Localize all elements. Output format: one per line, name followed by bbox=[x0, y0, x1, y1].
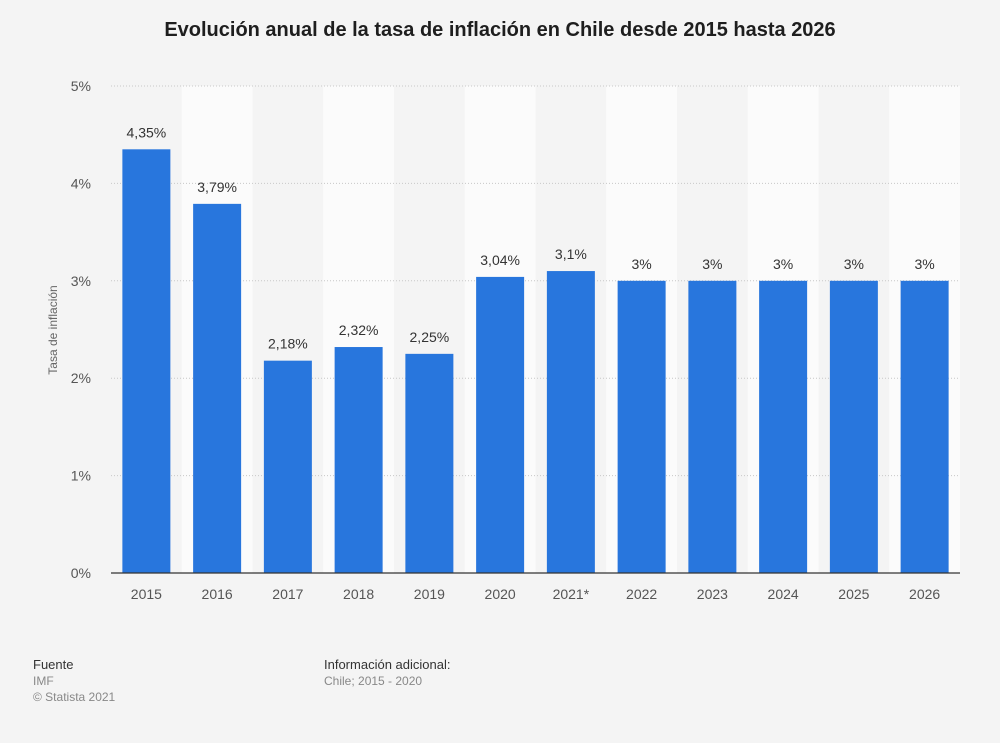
y-tick-label: 4% bbox=[71, 175, 91, 191]
x-tick-label: 2022 bbox=[626, 586, 657, 602]
x-axis: 2015 2016 2017 2018 2019 2020 2021* 2022 2023 202… bbox=[111, 572, 960, 602]
y-axis-title: Tasa de inflación bbox=[46, 285, 60, 374]
bar bbox=[476, 276, 525, 573]
x-tick-label: 2021* bbox=[553, 586, 590, 602]
bars bbox=[122, 149, 949, 573]
chart-title: Evolución anual de la tasa de inflación … bbox=[164, 19, 836, 41]
y-axis: 0% 1% 2% 3% 4% 5% bbox=[71, 78, 91, 581]
x-tick-label: 2017 bbox=[272, 586, 303, 602]
bar bbox=[617, 280, 666, 573]
x-tick-label: 2026 bbox=[909, 586, 940, 602]
y-tick-label: 5% bbox=[71, 78, 91, 94]
y-tick-label: 1% bbox=[71, 468, 91, 484]
x-tick-label: 2015 bbox=[131, 586, 162, 602]
info-text: Chile; 2015 - 2020 bbox=[324, 674, 423, 688]
data-label: 3,04% bbox=[480, 252, 520, 268]
data-label: 3% bbox=[915, 256, 935, 272]
x-tick-label: 2020 bbox=[485, 586, 516, 602]
source-name: IMF bbox=[33, 674, 54, 688]
data-label: 2,18% bbox=[268, 336, 308, 352]
source-block: Fuente IMF © Statista 2021 bbox=[33, 657, 115, 705]
bar bbox=[193, 203, 242, 573]
copyright-text: © Statista 2021 bbox=[33, 690, 116, 704]
x-tick-label: 2025 bbox=[838, 586, 869, 602]
data-label: 3,1% bbox=[555, 246, 587, 262]
data-label: 4,35% bbox=[127, 124, 167, 140]
data-label: 2,25% bbox=[410, 329, 450, 345]
x-tick-label: 2023 bbox=[697, 586, 728, 602]
data-label: 3,79% bbox=[197, 179, 237, 195]
y-tick-label: 2% bbox=[71, 370, 91, 386]
bar bbox=[829, 280, 878, 573]
data-labels: 4,35% 3,79% 2,18% 2,32% 2,25% 3,04% 3,1% 3% 3% 3%… bbox=[127, 124, 935, 351]
info-block: Información adicional: Chile; 2015 - 202… bbox=[324, 657, 450, 689]
data-label: 2,32% bbox=[339, 322, 379, 338]
bar bbox=[900, 280, 949, 573]
bar bbox=[546, 271, 595, 573]
source-heading: Fuente bbox=[33, 657, 74, 672]
y-tick-label: 0% bbox=[71, 565, 91, 581]
info-heading: Información adicional: bbox=[324, 657, 451, 672]
data-label: 3% bbox=[702, 256, 722, 272]
x-tick-label: 2018 bbox=[343, 586, 374, 602]
bar bbox=[405, 353, 454, 573]
data-label: 3% bbox=[632, 256, 652, 272]
x-tick-label: 2019 bbox=[414, 586, 445, 602]
bar bbox=[334, 347, 383, 573]
bar bbox=[759, 280, 808, 573]
y-tick-label: 3% bbox=[71, 273, 91, 289]
bar bbox=[263, 360, 312, 573]
bar bbox=[122, 149, 171, 573]
gridlines bbox=[111, 85, 960, 477]
data-label: 3% bbox=[773, 256, 793, 272]
data-label: 3% bbox=[844, 256, 864, 272]
x-tick-label: 2016 bbox=[202, 586, 233, 602]
bar bbox=[688, 280, 737, 573]
x-tick-label: 2024 bbox=[768, 586, 799, 602]
